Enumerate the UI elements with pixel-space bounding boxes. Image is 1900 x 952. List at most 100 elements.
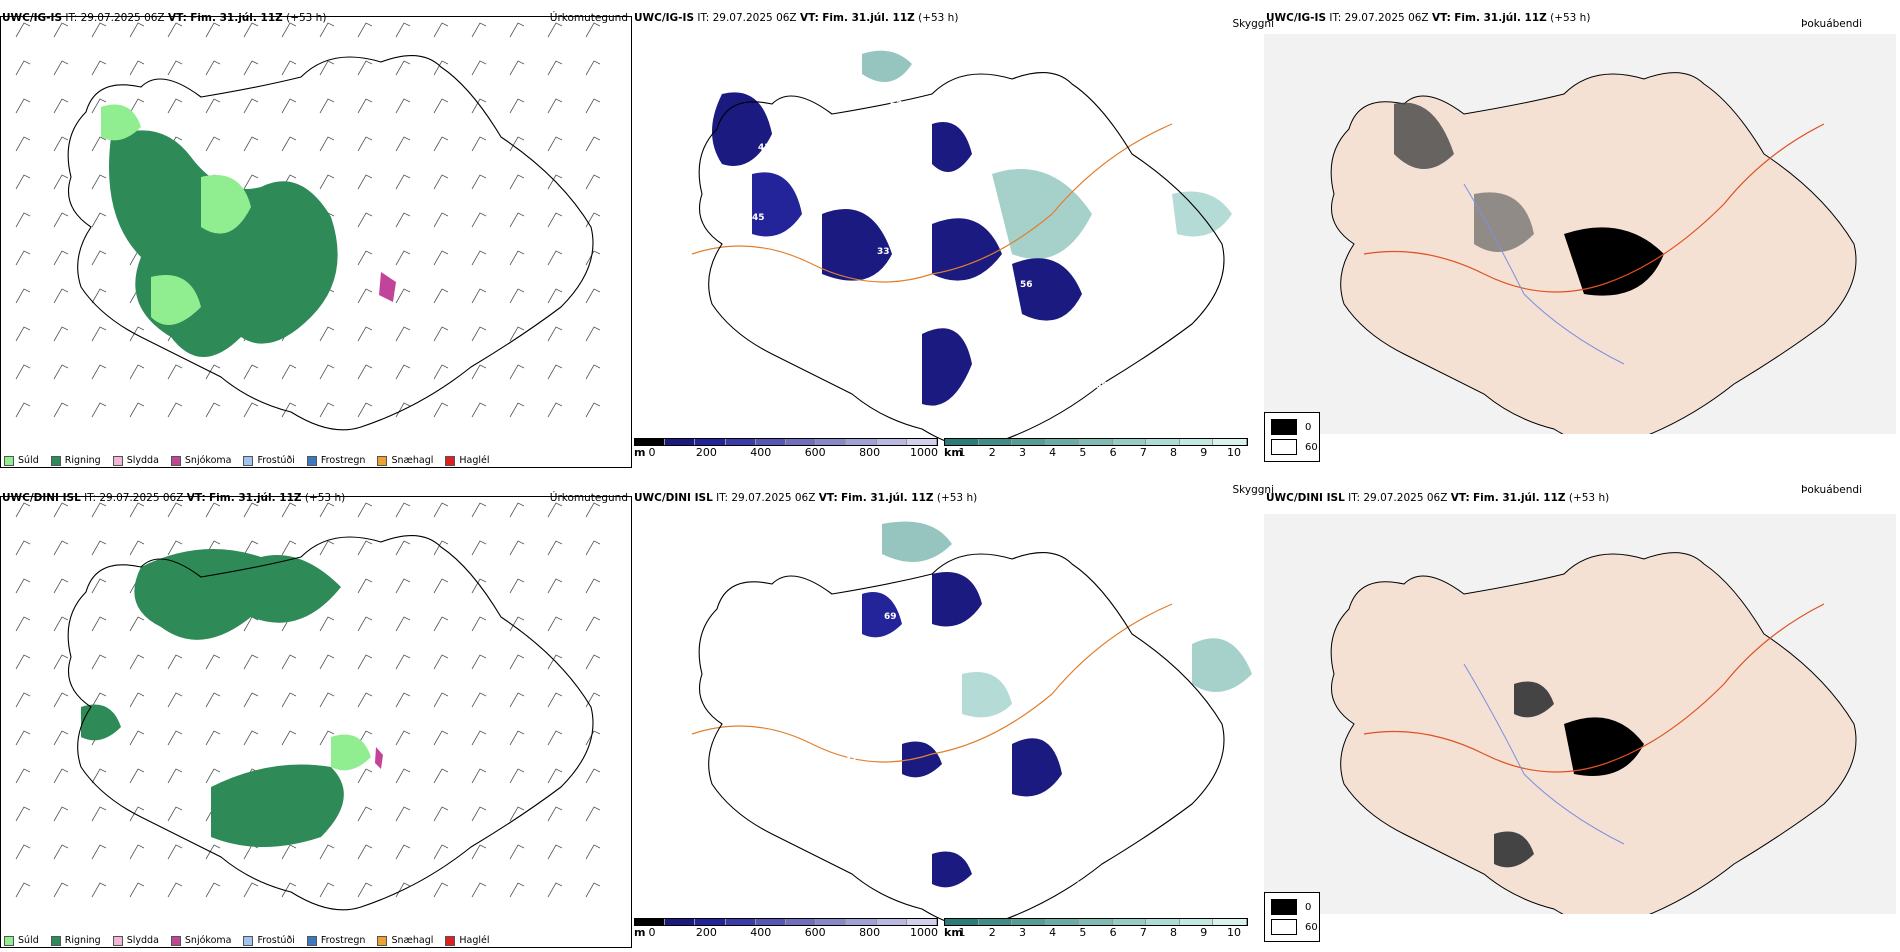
fog-areas	[1494, 681, 1644, 868]
precip-areas	[81, 549, 383, 847]
legend-swatch	[445, 935, 456, 946]
precip-map[interactable]	[0, 496, 632, 948]
ceiling-value: 73	[801, 354, 814, 364]
vis-areas	[882, 521, 1252, 718]
colorbar-segment	[695, 439, 726, 445]
legend-item: Snjókoma	[170, 935, 231, 946]
colorbar-tick-label: 200	[695, 446, 717, 459]
legend-label: Snæhagl	[391, 455, 434, 466]
colorbar-tick-label: 9	[1200, 446, 1208, 459]
roads	[1363, 123, 1825, 293]
ceiling-value: 69	[884, 612, 897, 622]
ceiling-vis-map[interactable]: 75 65 10 46 36 44 42 41 37 60 169 46 10 69	[632, 514, 1264, 924]
precip-areas	[101, 104, 396, 357]
fog-legend-swatch-60	[1271, 439, 1297, 455]
precip-map[interactable]	[0, 16, 632, 468]
colorbar-tick-label: 9	[1200, 926, 1208, 939]
colorbar-tick-label: 5	[1079, 446, 1087, 459]
colorbar-tick-label: 600	[804, 446, 826, 459]
panel-header: UWC/DINI ISL IT: 29.07.2025 06Z VT: Fim.…	[1266, 492, 1610, 504]
legend-label: Slydda	[126, 455, 159, 466]
fog-map[interactable]	[1264, 34, 1896, 434]
colorbar-tick-label: 6	[1109, 926, 1117, 939]
vis-colorbar	[944, 438, 1248, 446]
colorbar-segment	[725, 919, 756, 925]
colorbar-segment	[1012, 439, 1046, 445]
panel-type-label: Skyggni	[1232, 484, 1275, 496]
panel-fog-top: UWC/IG-IS IT: 29.07.2025 06Z VT: Fim. 31…	[1264, 10, 1896, 472]
ceiling-value: 10	[865, 812, 878, 822]
legend-swatch	[50, 935, 61, 946]
colorbar-tick-label: 1000	[910, 446, 938, 459]
vis-areas	[862, 50, 1232, 259]
legend-swatch	[170, 455, 181, 466]
colorbar-tick-label: 400	[750, 446, 772, 459]
ceiling-value: 49	[1013, 113, 1026, 123]
colorbar-segment	[906, 919, 937, 925]
legend-item: Snæhagl	[377, 935, 433, 946]
ceiling-value: 46	[750, 628, 763, 638]
ceiling-value: 44	[775, 665, 788, 675]
iceland-outline	[698, 552, 1225, 924]
ceiling-value: 89	[812, 147, 825, 157]
colorbar-tick-label: 8	[1170, 446, 1178, 459]
panel-header: UWC/IG-IS IT: 29.07.2025 06Z VT: Fim. 31…	[1266, 12, 1591, 24]
colorbar-segment	[906, 439, 937, 445]
ceiling-value: 37	[885, 339, 898, 349]
panel-type-label: Úrkomutegund	[549, 492, 628, 504]
legend-label: Rigning	[64, 935, 101, 946]
colorbar-segment	[945, 919, 979, 925]
ceiling-value: 86	[766, 318, 779, 328]
legend-label: Súld	[18, 935, 39, 946]
colorbar-tick-label: 10	[1227, 926, 1241, 939]
legend-swatch	[4, 455, 14, 466]
colorbar-tick-label: 7	[1139, 926, 1147, 939]
ceiling-value-labels: 68 45 41 33 60 40 45 71 86 59 39 73 47 75 56 43 62 39 30 28…	[734, 100, 1154, 396]
ceiling-areas	[712, 92, 1082, 406]
colorbar-segment	[1079, 919, 1113, 925]
ceiling-value: 44	[885, 230, 898, 240]
panel-ceiling-vis-bottom: UWC/DINI ISL IT: 29.07.2025 06Z VT: Fim.…	[632, 484, 1274, 952]
legend-item: Frostregn	[306, 455, 365, 466]
legend-label: Súld	[18, 455, 39, 466]
ceiling-vis-map[interactable]: 68 45 41 33 60 40 45 71 86 59 39 73 47 75 56 43 62 39 30 28…	[632, 34, 1264, 444]
roads	[691, 123, 1173, 283]
ceiling-value: 36	[1100, 823, 1113, 833]
ceiling-value: 65	[791, 745, 804, 755]
ceiling-colorbar	[634, 438, 938, 446]
legend-item: Rigning	[50, 455, 101, 466]
precip-map-svg	[15, 502, 601, 911]
ceiling-value: 45	[752, 213, 765, 223]
ceiling-value: 30	[987, 278, 1000, 288]
rivers	[1463, 183, 1625, 365]
colorbar-tick-label: 2	[988, 926, 996, 939]
ceiling-value: 71	[931, 177, 944, 187]
colorbar-segment	[755, 919, 786, 925]
precip-legend: Súld Rigning Slydda Snjókoma Frostúði Frostre…	[4, 455, 490, 466]
colorbar-tick-label: 1	[958, 446, 966, 459]
panel-ceiling-vis-top: UWC/IG-IS IT: 29.07.2025 06Z VT: Fim. 31…	[632, 10, 1274, 472]
ceiling-value: 42	[792, 835, 805, 845]
ceiling-value: 41	[845, 756, 858, 766]
ceiling-value: 39	[734, 367, 747, 377]
colorbar-segment	[846, 439, 877, 445]
fog-map[interactable]	[1264, 514, 1896, 914]
wind-barbs	[15, 22, 601, 418]
fog-map-svg	[1264, 34, 1896, 434]
ceiling-value: 68	[1095, 381, 1108, 391]
ceiling-value: 40	[773, 386, 786, 396]
colorbar-segment	[1045, 919, 1080, 925]
fog-map-svg	[1264, 514, 1896, 914]
colorbar-segment	[665, 439, 696, 445]
panel-precip-top: UWC/IG-IS IT: 29.07.2025 06Z VT: Fim. 31…	[0, 10, 632, 472]
legend-swatch	[306, 455, 317, 466]
colorbar-segment	[816, 919, 847, 925]
fog-legend-swatch-60	[1271, 919, 1297, 935]
vis-colorbar-labels: km 1 2 3 4 5 6 7 8 9 10	[944, 446, 1246, 460]
colorbar-segment	[635, 919, 666, 925]
iceland-outline	[67, 535, 594, 911]
colorbar-segment	[1179, 439, 1214, 445]
legend-swatch	[170, 935, 181, 946]
colorbar-tick-label: 6	[1109, 446, 1117, 459]
legend-item: Frostúði	[243, 935, 295, 946]
